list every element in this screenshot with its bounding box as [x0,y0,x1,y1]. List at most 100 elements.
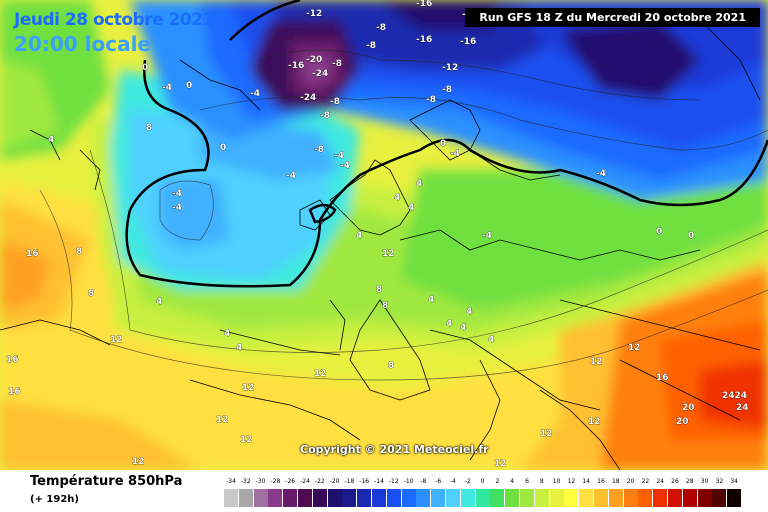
isotherm-value-label: 12 [216,415,229,425]
scale-color-swatch [579,489,594,507]
scale-tick-label: -24 [300,478,310,485]
scale-tick-label: 2 [495,478,500,485]
scale-color-swatch [386,489,401,507]
scale-color-swatch [253,489,268,507]
isotherm-value-label: 8 [388,361,394,371]
scale-tick-label: 22 [641,478,650,485]
isotherm-value-label: 4 [394,193,400,203]
scale-color-swatch [283,489,298,507]
isotherm-value-label: -4 [250,89,260,99]
isotherm-value-label: 4 [356,231,362,241]
isotherm-value-label: -12 [442,63,458,73]
isotherm-value-label: -12 [306,9,322,19]
isotherm-value-label: 12 [242,383,255,393]
isotherm-value-label: -24 [312,69,328,79]
isotherm-value-label: 4 [408,203,414,213]
scale-color-swatch [298,489,312,507]
isotherm-value-label: 8 [146,123,152,133]
scale-tick-label: -34 [226,478,236,485]
scale-color-swatch [238,489,253,507]
isotherm-value-label: -4 [482,231,492,241]
scale-tick-label: 10 [552,478,561,485]
isotherm-value-label: 0 [688,231,694,241]
isotherm-value-label: 0 [440,139,446,149]
scale-color-swatch [712,489,727,507]
isotherm-value-label: 4 [236,343,242,353]
isotherm-value-label: -4 [172,203,182,213]
scale-tick-label: -16 [359,478,370,485]
isotherm-value-label: 20 [682,403,695,413]
scale-tick-label: -28 [270,478,281,485]
scale-tick-label: 18 [611,478,620,485]
scale-color-swatch [682,489,697,507]
isotherm-value-label: 12 [132,457,145,467]
isotherm-value-label: -8 [442,85,452,95]
scale-color-swatch [342,489,357,507]
isotherm-value-label: 8 [376,285,382,295]
isotherm-value-label: 12 [110,335,123,345]
isotherm-value-label: 4 [466,307,472,317]
isotherm-value-label: -16 [460,37,476,47]
isotherm-value-label: -4 [340,161,350,171]
scale-tick-label: 26 [671,478,679,485]
isotherm-value-label: 4 [488,335,494,345]
isotherm-value-label: 0 [142,63,148,73]
isotherm-value-label: 0 [186,81,192,91]
isotherm-value-label: 12 [494,459,507,469]
scale-tick-label: 28 [685,478,694,485]
scale-tick-label: -12 [388,478,399,485]
forecast-time: 20:00 locale [14,32,151,56]
scale-tick-label: 12 [567,478,576,485]
scale-color-swatch [564,489,579,507]
scale-color-swatch [653,489,668,507]
isotherm-value-label: 0 [656,227,662,237]
scale-tick-label: -2 [464,478,471,485]
isotherm-value-label: 16 [656,373,669,383]
isotherm-value-label: -20 [306,55,322,65]
isotherm-value-label: 12 [628,343,641,353]
isotherm-labels: -12-16-16-8-8-16-16-20-24-16-8-12-8-24-8… [6,0,749,469]
isotherm-value-label: 8 [88,289,94,299]
scale-color-swatch [608,489,623,507]
scale-color-swatch [268,489,283,507]
scale-color-swatch [638,489,653,507]
scale-tick-label: 24 [656,478,664,485]
scale-color-swatch [446,489,460,507]
zero-isotherm [125,0,768,288]
isotherm-value-label: 16 [26,249,39,259]
model-run-banner: Run GFS 18 Z du Mercredi 20 octobre 2021 [465,8,760,27]
scale-color-swatch [431,489,446,507]
isotherm-value-label: 0 [220,143,226,153]
isotherm-value-label: 4 [460,323,466,333]
scale-color-swatch [224,489,238,507]
isotherm-value-label: 12 [540,429,553,439]
isotherm-value-label: 4 [156,297,162,307]
scale-tick-label: -14 [374,478,384,485]
temperature-field [0,0,768,470]
scale-tick-label: -26 [285,478,296,485]
isotherm-value-label: 4 [416,179,422,189]
scale-tick-label: -20 [329,478,340,485]
scale-color-swatch [594,489,608,507]
scale-tick-label: 16 [597,478,605,485]
temperature-map: -12-16-16-8-8-16-16-20-24-16-8-12-8-24-8… [0,0,768,470]
isotherms [39,49,768,381]
isotherm-value-label: -8 [332,59,342,69]
scale-color-swatch [549,489,564,507]
forecast-date: Jeudi 28 octobre 2021 [14,10,214,30]
isotherm-value-label: 16 [6,355,19,365]
coastlines [0,19,761,470]
scale-color-swatch [520,489,534,507]
isotherm-value-label: -4 [162,83,172,93]
isotherm-value-label: 8 [76,247,82,257]
scale-color-swatch [534,489,549,507]
isotherm-value-label: -8 [320,111,330,121]
scale-color-swatch [475,489,490,507]
scale-tick-label: -4 [450,478,456,485]
isotherm-value-label: 12 [588,417,601,427]
scale-color-swatch [327,489,342,507]
scale-color-swatch [357,489,372,507]
isotherm-value-label: 24 [736,403,749,413]
isotherm-value-label: -8 [376,23,386,33]
scale-color-swatch [668,489,682,507]
